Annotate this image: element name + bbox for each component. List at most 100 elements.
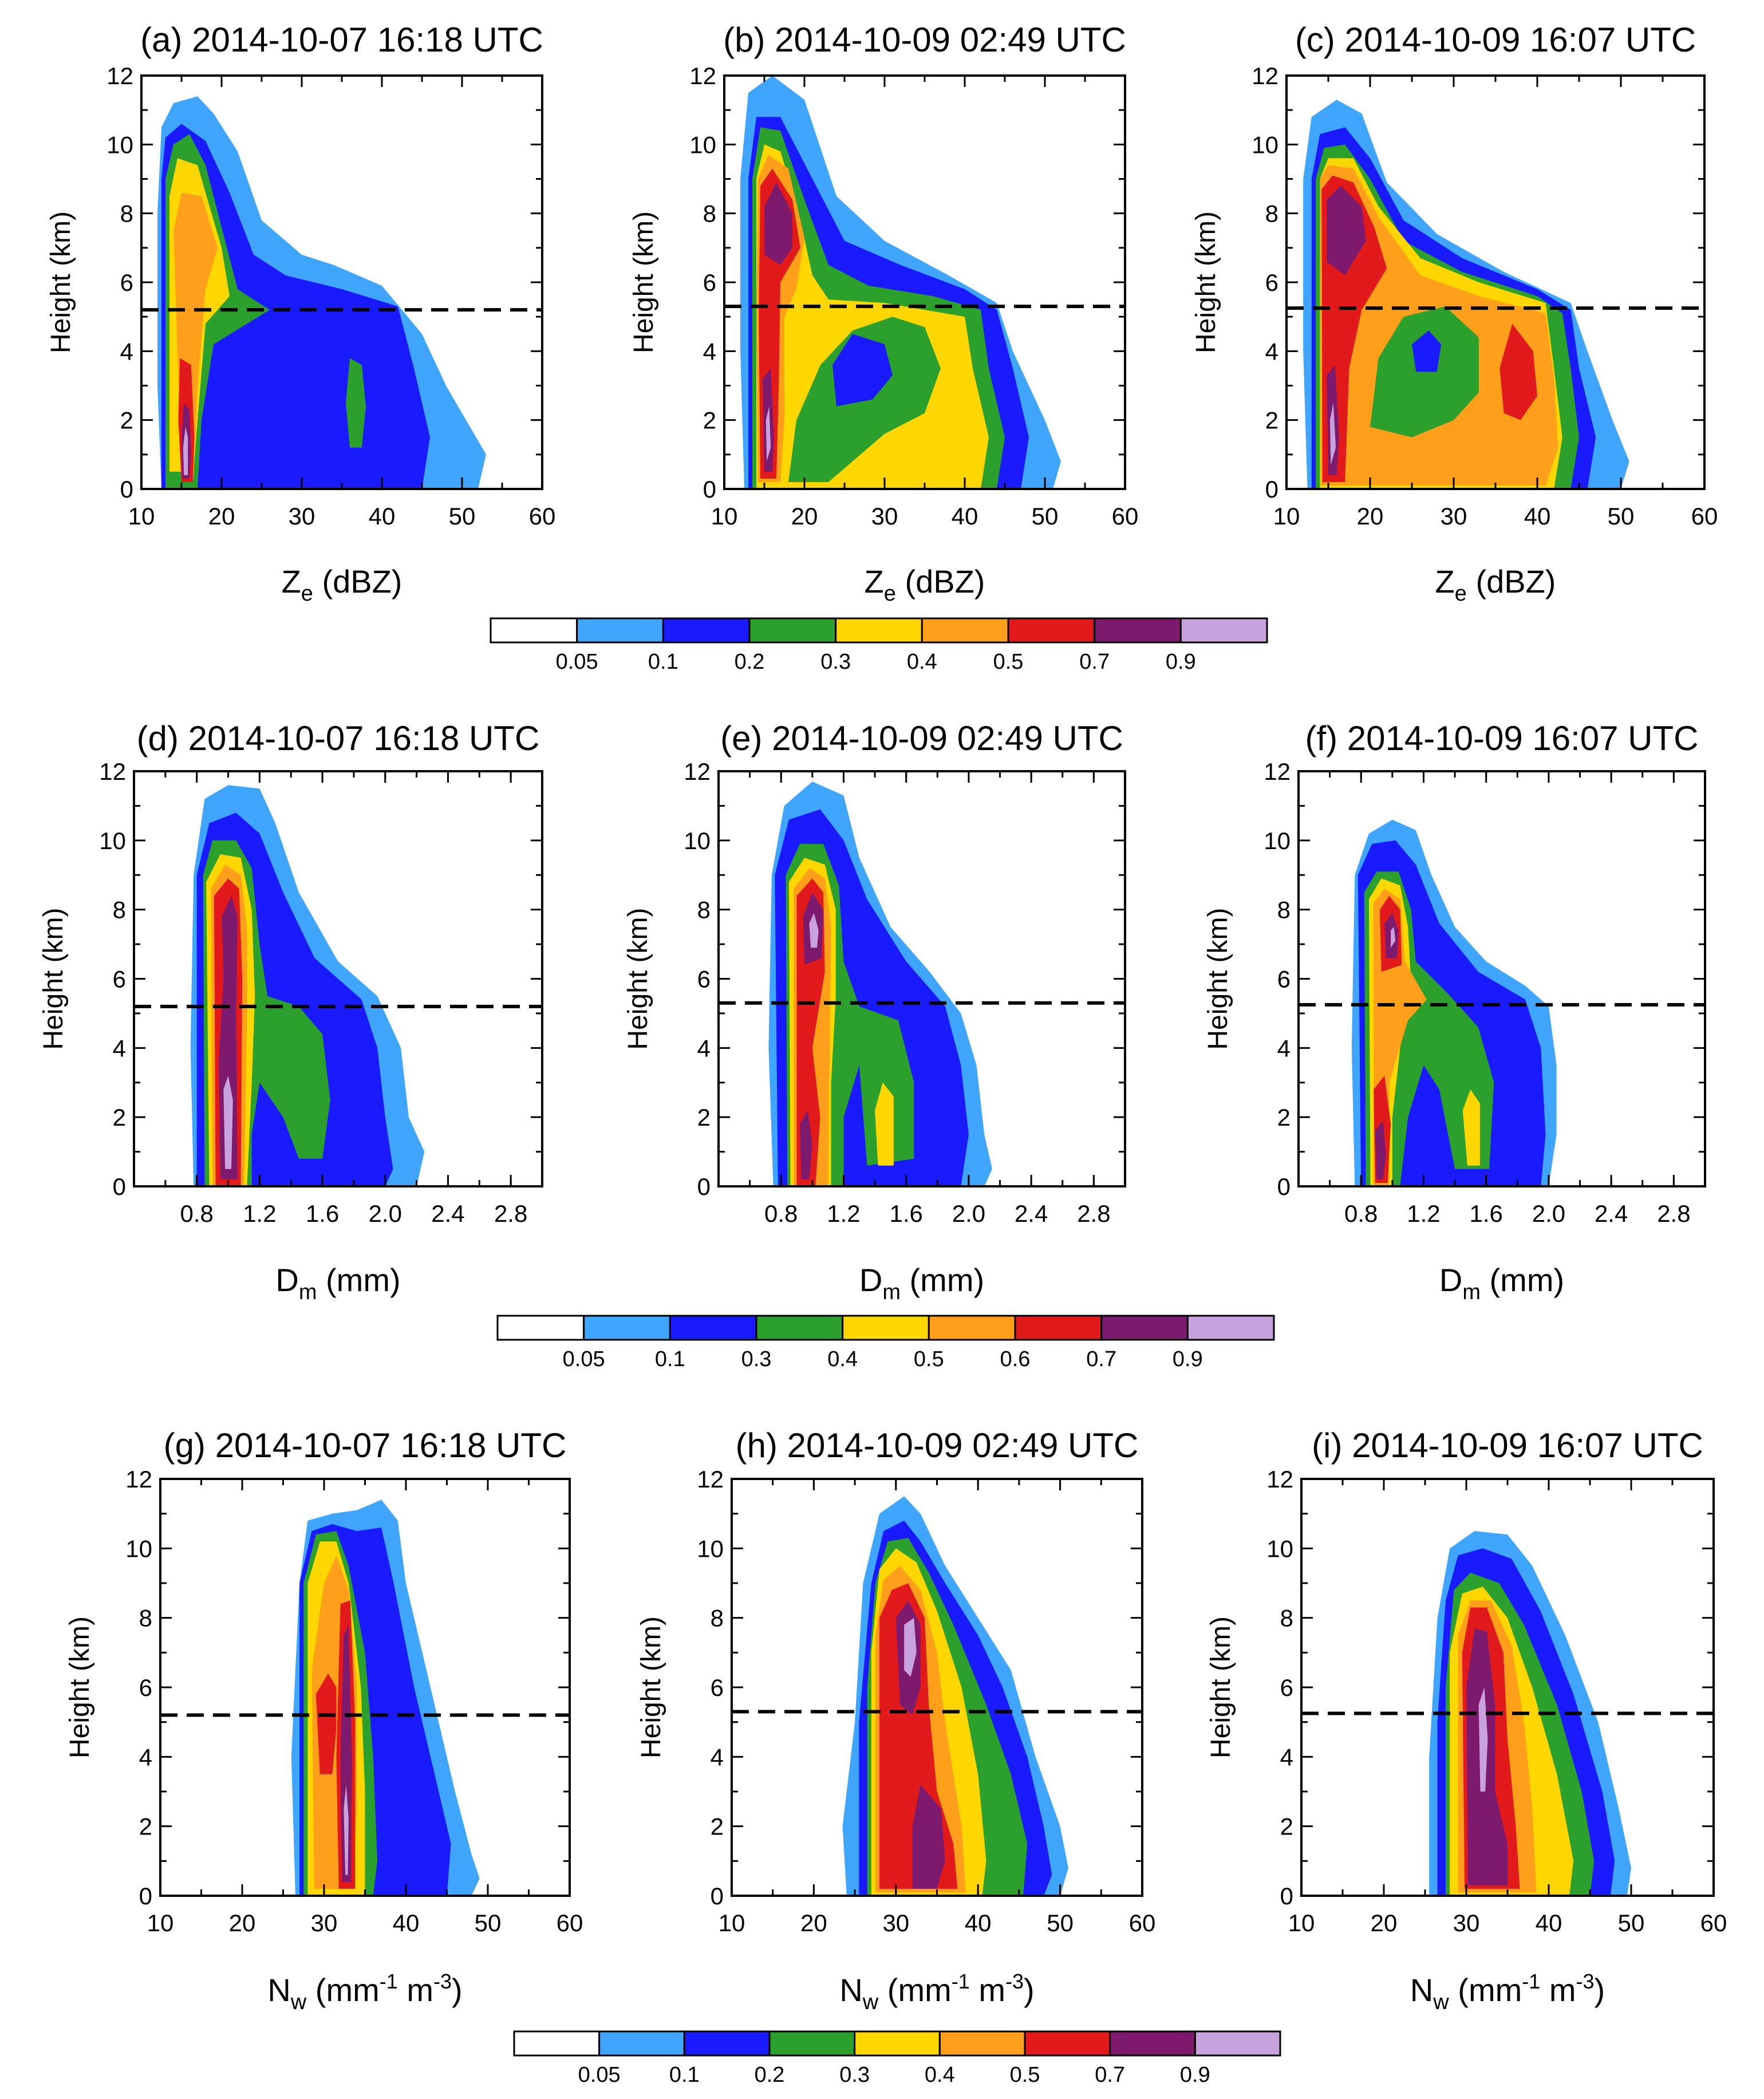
x-tick-label: 50 xyxy=(1608,503,1635,530)
y-tick-label: 12 xyxy=(684,758,711,785)
colorbar-swatch xyxy=(1109,2030,1196,2057)
y-tick-label: 6 xyxy=(1280,1674,1293,1701)
y-tick-label: 6 xyxy=(113,966,126,993)
colorbar-swatch xyxy=(938,2030,1026,2057)
panel-f: 0 2 4 6 8 10 12 0.8 1.2 1.6 2.0 2.4 2.8 (f) 2014-10-0… xyxy=(1203,719,1706,1304)
contour-level-0p9-7 xyxy=(183,427,188,475)
x-tick-label: 60 xyxy=(1129,1909,1156,1936)
x-label-sup: -3 xyxy=(433,1970,452,1993)
panel-title: (g) 2014-10-07 16:18 UTC xyxy=(164,1426,567,1465)
colorbar-swatch xyxy=(490,617,578,644)
x-label-sup: -1 xyxy=(380,1970,398,1993)
x-tick-label: 50 xyxy=(1618,1909,1645,1936)
y-tick-label: 12 xyxy=(1264,758,1291,785)
y-tick-label: 0 xyxy=(1277,1173,1291,1200)
x-tick-label: 10 xyxy=(1273,503,1300,530)
x-label-unit: m xyxy=(1540,1972,1576,2008)
y-tick-label: 6 xyxy=(697,966,711,993)
colorbar-swatch xyxy=(1194,2030,1281,2057)
x-label-main: N xyxy=(839,1972,862,2008)
panel-title: (b) 2014-10-09 02:49 UTC xyxy=(723,21,1126,59)
x-tick-label: 50 xyxy=(1047,1909,1074,1936)
colorbar-tick-label: 0.5 xyxy=(914,1347,944,1371)
y-tick-label: 0 xyxy=(139,1883,152,1909)
x-axis-label: Nw (mm-1 m-3) xyxy=(267,1970,462,2014)
x-label-main: D xyxy=(859,1262,882,1298)
x-tick-label: 60 xyxy=(1700,1909,1727,1936)
y-tick-label: 2 xyxy=(1280,1813,1293,1840)
contour-level-0p9-7 xyxy=(223,1075,233,1169)
y-tick-label: 0 xyxy=(697,1173,711,1200)
y-tick-label: 4 xyxy=(139,1743,152,1770)
x-tick-label: 60 xyxy=(529,503,556,530)
x-tick-label: 20 xyxy=(800,1909,827,1936)
y-tick-label: 0 xyxy=(1265,476,1278,503)
x-tick-label: 20 xyxy=(1371,1909,1398,1936)
contour-level-0p9-10 xyxy=(1391,926,1396,948)
x-tick-label: 40 xyxy=(393,1909,420,1936)
x-axis-label: Ze (dBZ) xyxy=(1435,563,1556,606)
x-label-unit: m xyxy=(970,1972,1005,2008)
x-label-unit: (mm xyxy=(878,1972,952,2008)
y-tick-label: 8 xyxy=(120,200,133,227)
contour-fills xyxy=(740,76,1061,489)
colorbar-tick-label: 0.4 xyxy=(925,2063,955,2087)
y-tick-label: 2 xyxy=(1277,1104,1291,1131)
y-tick-label: 8 xyxy=(113,897,126,924)
x-label-unit: ) xyxy=(452,1972,463,2008)
y-tick-label: 0 xyxy=(703,476,716,503)
y-tick-label: 2 xyxy=(139,1813,152,1840)
x-tick-label: 50 xyxy=(1032,503,1059,530)
contour-level-0p9-9 xyxy=(809,913,819,948)
panel-i: 0 2 4 6 8 10 12 10 20 30 40 50 60 (i) 2014-10-09 16:0… xyxy=(1206,1426,1727,2014)
x-tick-label: 0.8 xyxy=(1344,1200,1378,1227)
x-tick-label: 60 xyxy=(557,1909,583,1936)
x-tick-label: 1.2 xyxy=(1407,1200,1440,1227)
x-tick-label: 2.8 xyxy=(494,1200,527,1227)
panel-c: 0 2 4 6 8 10 12 10 20 30 40 50 60 (c) 2014-10-09 16:0… xyxy=(1191,21,1718,606)
colorbar-swatch xyxy=(669,1315,757,1341)
x-tick-label: 30 xyxy=(289,503,315,530)
y-tick-label: 12 xyxy=(99,758,126,785)
x-label-sup: -1 xyxy=(952,1970,970,1993)
colorbar-swatch xyxy=(854,2030,941,2057)
x-tick-label: 30 xyxy=(1441,503,1467,530)
y-tick-label: 12 xyxy=(125,1466,152,1493)
y-tick-label: 0 xyxy=(113,1173,126,1200)
contour-level-0p7-8 xyxy=(1375,1120,1386,1179)
x-tick-label: 0.8 xyxy=(764,1200,798,1227)
y-tick-label: 8 xyxy=(711,1605,724,1632)
y-tick-label: 2 xyxy=(711,1813,724,1840)
x-tick-label: 10 xyxy=(719,1909,745,1936)
y-tick-label: 2 xyxy=(697,1104,711,1131)
y-tick-label: 10 xyxy=(1252,131,1278,158)
colorbar-tick-label: 0.2 xyxy=(755,2063,785,2087)
x-label-main: Z xyxy=(1435,563,1455,599)
y-tick-label: 12 xyxy=(106,62,133,89)
x-axis-label: Nw (mm-1 m-3) xyxy=(839,1970,1034,2014)
contour-level-0p2-8 xyxy=(346,358,366,448)
y-tick-label: 2 xyxy=(703,407,716,434)
colorbar-swatch xyxy=(1024,2030,1111,2057)
x-label-unit: (mm) xyxy=(901,1262,984,1298)
y-tick-label: 2 xyxy=(113,1104,126,1131)
x-label-sup: -1 xyxy=(1522,1970,1540,1993)
x-label-sup: -3 xyxy=(1576,1970,1594,1993)
x-tick-label: 2.0 xyxy=(1532,1200,1565,1227)
y-tick-label: 12 xyxy=(697,1466,724,1493)
contour-level-0p2-5 xyxy=(1370,306,1479,437)
y-tick-label: 8 xyxy=(703,200,716,227)
y-tick-label: 4 xyxy=(1280,1743,1293,1770)
x-tick-label: 50 xyxy=(475,1909,502,1936)
colorbar-swatch xyxy=(496,1315,585,1341)
y-tick-label: 4 xyxy=(1277,1035,1291,1062)
x-label-unit: (mm) xyxy=(317,1262,400,1298)
y-tick-label: 4 xyxy=(1265,338,1278,365)
colorbar-tick-label: 0.6 xyxy=(1000,1347,1031,1371)
contour-level-0p9-10 xyxy=(765,406,771,461)
panel-d: 0 2 4 6 8 10 12 0.8 1.2 1.6 2.0 2.4 2.8 (d) 2014-10-0… xyxy=(38,719,543,1304)
x-tick-label: 20 xyxy=(208,503,235,530)
y-tick-label: 2 xyxy=(120,407,133,434)
contour-level-0p7-9 xyxy=(1327,186,1366,275)
y-axis-label: Height (km) xyxy=(629,211,659,353)
